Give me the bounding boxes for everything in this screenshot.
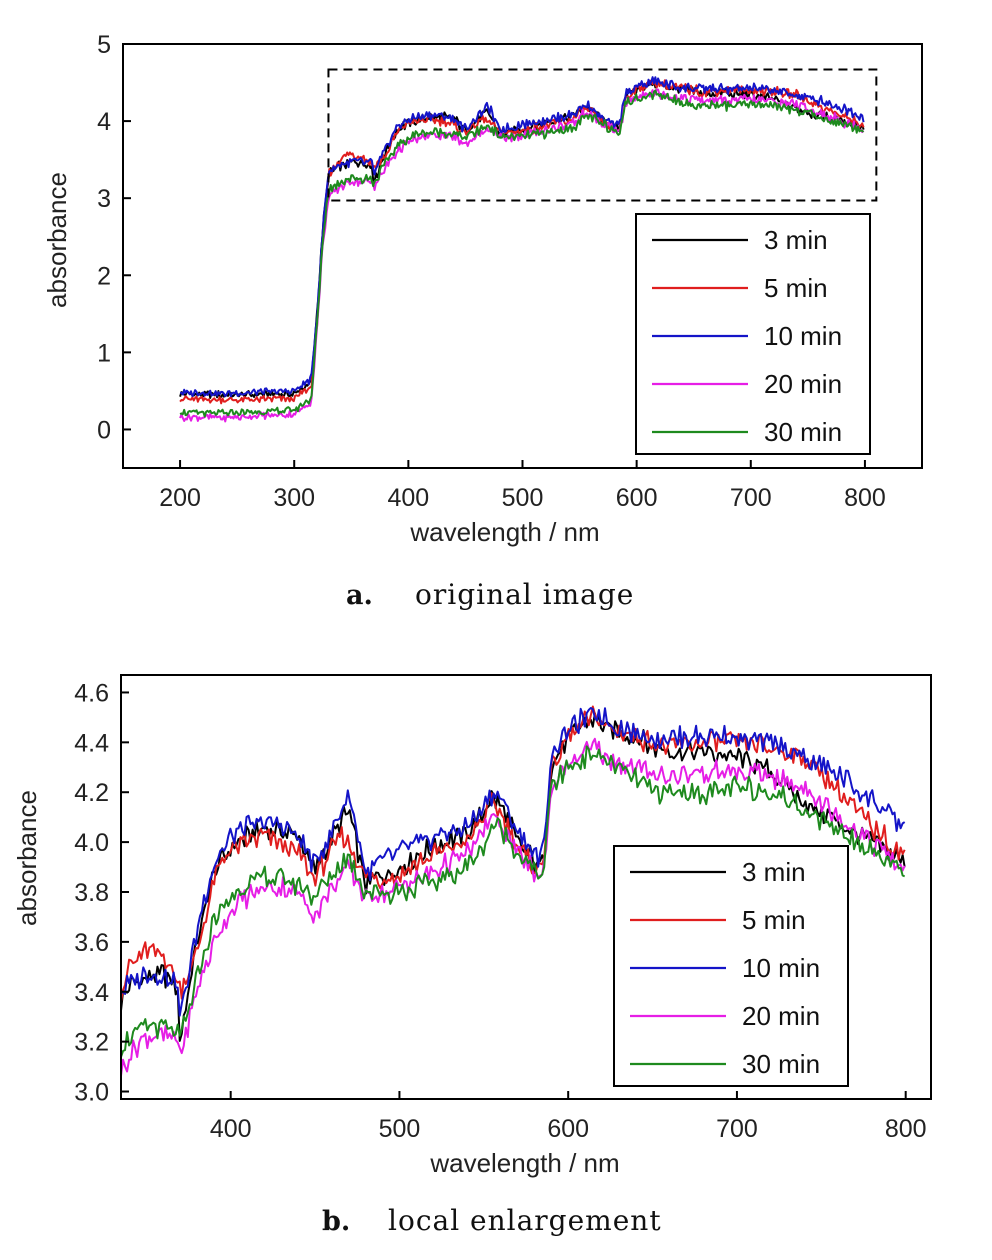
chart-b-series-line (121, 745, 906, 1058)
chart-a-legend: 3 min 5 min 10 min 20 min 30 min (635, 213, 871, 455)
chart-a-zoom-region-box (327, 68, 878, 202)
chart-a-series-line (179, 89, 865, 418)
chart-b-legend-label: 20 min (742, 1001, 820, 1031)
chart-a-legend-label: 30 min (764, 417, 842, 447)
chart-a-caption: original image (415, 578, 634, 611)
chart-a-y-ticks: 0 1 2 3 4 5 (97, 31, 131, 444)
chart-b-x-tick-label: 800 (885, 1115, 927, 1143)
chart-a-x-tick-label: 700 (730, 484, 772, 512)
chart-b-y-tick-label: 3.4 (74, 979, 109, 1007)
chart-b-x-tick-label: 700 (716, 1115, 758, 1143)
chart-b-y-ticks: 3.0 3.2 3.4 3.6 3.8 4.0 4.2 4.4 4.6 (74, 679, 129, 1107)
chart-b-x-tick-label: 600 (547, 1115, 589, 1143)
chart-a-series (179, 76, 865, 423)
chart-b-y-tick-label: 3.2 (74, 1029, 109, 1057)
chart-b-plot-frame (120, 674, 932, 1100)
chart-b-legend-label: 10 min (742, 953, 820, 983)
chart-a-y-tick-label: 4 (97, 108, 111, 136)
chart-b-y-tick-label: 3.8 (74, 879, 109, 907)
chart-a-x-tick-label: 500 (502, 484, 544, 512)
chart-a-legend-label: 5 min (764, 273, 828, 303)
chart-a-series-line (179, 76, 865, 398)
chart-a-x-tick-label: 300 (273, 484, 315, 512)
chart-b-x-axis-label: wavelength / nm (429, 1148, 619, 1178)
chart-a-x-tick-label: 800 (844, 484, 886, 512)
chart-b-caption-letter: b. (322, 1206, 350, 1237)
chart-b-legend-label: 30 min (742, 1049, 820, 1079)
chart-b: 400 500 600 700 800 3.0 3.2 3.4 3.6 3.8 4.0 4.2 4.4… (12, 674, 932, 1237)
chart-a-y-tick-label: 3 (97, 185, 111, 213)
chart-a-series-line (179, 78, 865, 405)
chart-a-legend-box (635, 213, 871, 455)
chart-a-y-tick-label: 2 (97, 262, 111, 290)
chart-a-x-tick-label: 200 (159, 484, 201, 512)
chart-a-legend-label: 20 min (764, 369, 842, 399)
chart-b-y-tick-label: 3.6 (74, 929, 109, 957)
chart-b-series-line (121, 737, 906, 1076)
chart-a-x-axis-label: wavelength / nm (409, 517, 599, 547)
chart-a: 200 300 400 500 600 700 800 0 1 2 3 4 5 wavelength … (42, 31, 923, 611)
chart-a-y-axis-label: absorbance (42, 172, 72, 308)
chart-b-x-tick-label: 400 (210, 1115, 252, 1143)
chart-a-x-tick-label: 400 (387, 484, 429, 512)
chart-a-legend-label: 10 min (764, 321, 842, 351)
chart-a-legend-label: 3 min (764, 225, 828, 255)
chart-b-y-tick-label: 4.6 (74, 679, 109, 707)
chart-b-series-line (121, 707, 906, 1017)
chart-b-legend-label: 3 min (742, 857, 806, 887)
chart-a-x-ticks: 200 300 400 500 600 700 800 (159, 460, 886, 512)
chart-b-y-tick-label: 3.0 (74, 1079, 109, 1107)
chart-a-y-tick-label: 5 (97, 31, 111, 59)
chart-b-series (121, 705, 906, 1076)
chart-b-y-tick-label: 4.0 (74, 829, 109, 857)
chart-b-x-ticks: 400 500 600 700 800 (210, 1091, 927, 1143)
chart-b-y-axis-label: absorbance (12, 790, 42, 926)
chart-b-series-line (121, 705, 906, 1002)
chart-b-x-tick-label: 500 (379, 1115, 421, 1143)
chart-a-x-tick-label: 600 (616, 484, 658, 512)
chart-b-legend-box (613, 845, 849, 1087)
chart-b-y-tick-label: 4.4 (74, 729, 109, 757)
chart-b-y-tick-label: 4.2 (74, 779, 109, 807)
chart-b-legend-label: 5 min (742, 905, 806, 935)
chart-a-y-tick-label: 1 (97, 339, 111, 367)
chart-a-caption-letter: a. (346, 580, 373, 611)
chart-a-series-line (179, 88, 865, 423)
chart-b-legend: 3 min 5 min 10 min 20 min 30 min (613, 845, 849, 1087)
chart-b-caption: local enlargement (388, 1204, 662, 1237)
chart-a-y-tick-label: 0 (97, 416, 111, 444)
